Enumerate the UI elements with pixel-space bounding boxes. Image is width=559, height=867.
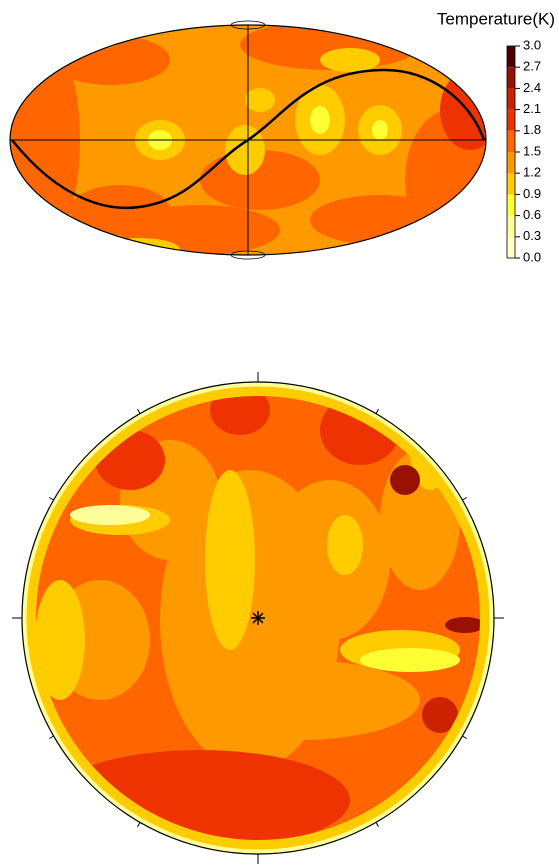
map-region [35, 580, 85, 700]
colorbar-segment [507, 236, 515, 258]
colorbar-tick-label: 0.0 [523, 249, 541, 264]
center-star [252, 612, 264, 624]
colorbar-segment [507, 215, 515, 237]
colorbar-segment [507, 194, 515, 216]
azimuth-tick [137, 822, 141, 827]
map-region [327, 515, 363, 575]
colorbar-tick-label: 0.9 [523, 186, 541, 201]
pole-marker [230, 250, 266, 260]
rim-band [22, 382, 494, 854]
map-region [70, 185, 170, 235]
colorbar-segment [507, 46, 515, 68]
map-region [225, 125, 265, 175]
colorbar-segment [507, 88, 515, 110]
colorbar-tick-label: 1.8 [523, 122, 541, 137]
azimuth-tick [462, 497, 467, 501]
colorbar-segment [507, 109, 515, 131]
map-region [422, 697, 458, 733]
colorbar-segment [507, 173, 515, 195]
colorbar-segment [507, 130, 515, 152]
map-region [320, 48, 380, 72]
colorbar-title: Temperature(K) [437, 9, 555, 28]
colorbar-tick-label: 1.5 [523, 143, 541, 158]
azimuth-tick [375, 822, 379, 827]
colorbar-tick-label: 0.3 [523, 228, 541, 243]
overlay [9, 20, 504, 864]
azimuth-tick [49, 497, 54, 501]
colorbar-segment [507, 152, 515, 174]
azimuth-tick [375, 409, 379, 414]
map-region [60, 30, 120, 50]
map-region [50, 35, 170, 85]
ecliptic [11, 68, 486, 210]
map-region [440, 70, 486, 150]
colorbar-tick-label: 3.0 [523, 37, 541, 52]
azimuth-tick [137, 409, 141, 414]
azimuth-tick [49, 735, 54, 739]
map-region [390, 465, 420, 495]
pole-marker [230, 20, 266, 30]
map-region [180, 660, 420, 740]
colorbar-tick-label: 0.6 [523, 207, 541, 222]
colorbar-tick-label: 2.7 [523, 59, 541, 74]
colorbar-tick-label: 1.2 [523, 165, 541, 180]
map-region [70, 505, 150, 525]
azimuth-tick [462, 735, 467, 739]
colorbar-tick-label: 2.4 [523, 80, 541, 95]
map-region [245, 88, 275, 112]
map-region [445, 617, 485, 633]
map-region [100, 238, 180, 255]
map-region [372, 120, 388, 140]
map-region [205, 470, 255, 650]
colorbar-segment [507, 67, 515, 89]
map-region [310, 106, 330, 134]
colorbar-tick-label: 2.1 [523, 101, 541, 116]
rim-band [24, 384, 492, 852]
colorbar: 0.0 0.3 0.6 0.9 1.2 1.5 1.8 2.1 2.4 2.7 3.0 [506, 37, 541, 264]
map-region [360, 648, 460, 672]
map-region [310, 195, 450, 245]
